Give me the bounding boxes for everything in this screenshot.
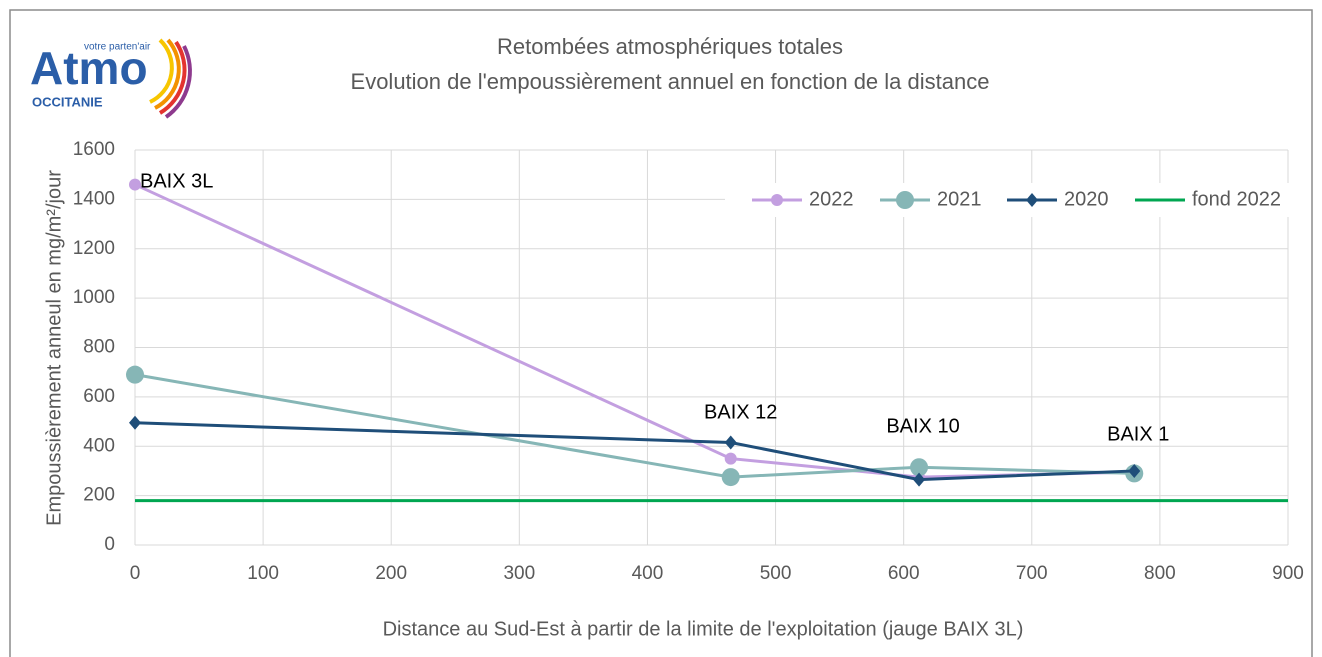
marker: [910, 458, 929, 477]
y-tick-label: 200: [83, 485, 115, 506]
logo-tagline: votre parten'air: [84, 42, 151, 53]
x-tick-label: 0: [130, 563, 141, 584]
y-tick-label: 1000: [73, 287, 115, 308]
x-tick-label: 700: [1016, 563, 1048, 584]
x-tick-label: 300: [503, 563, 535, 584]
x-tick-label: 900: [1272, 563, 1304, 584]
legend-marker: [1026, 193, 1038, 207]
logo: votre parten'air Atmo OCCITANIE: [30, 38, 192, 119]
series-line: [134, 421, 1135, 482]
point-label: BAIX 12: [704, 401, 777, 423]
x-tick-label: 600: [888, 563, 920, 584]
chart-subtitle: Evolution de l'empoussièrement annuel en…: [351, 69, 990, 94]
marker: [913, 472, 926, 487]
marker: [1128, 463, 1141, 478]
logo-arc: [158, 40, 187, 115]
marker: [129, 415, 141, 430]
x-axis-label: Distance au Sud-Est à partir de la limit…: [383, 618, 1024, 640]
y-tick-label: 1200: [73, 238, 115, 259]
marker: [721, 468, 740, 487]
legend-label: 2022: [809, 188, 854, 210]
logo-arc: [154, 38, 181, 110]
legend-label: 2020: [1064, 188, 1109, 210]
x-tick-label: 500: [760, 563, 792, 584]
legend-label: fond 2022: [1192, 188, 1281, 210]
marker: [129, 178, 141, 191]
x-tick-label: 200: [375, 563, 407, 584]
y-tick-label: 1600: [73, 139, 115, 160]
marker: [724, 435, 737, 450]
y-tick-label: 0: [104, 534, 115, 555]
point-label: BAIX 10: [886, 415, 959, 437]
logo-name: Atmo: [30, 42, 148, 94]
chart-frame: [9, 9, 1313, 657]
marker: [126, 365, 144, 384]
legend-marker: [771, 194, 783, 206]
logo-arc: [149, 38, 174, 104]
y-tick-label: 400: [83, 435, 115, 456]
legend-label: 2021: [937, 188, 982, 210]
x-tick-label: 800: [1144, 563, 1176, 584]
y-axis-label: Empoussièrement anneul en mg/m²/jour: [43, 170, 65, 526]
logo-arc: [164, 45, 192, 119]
chart-title: Retombées atmosphériques totales: [497, 34, 843, 59]
y-tick-label: 1400: [73, 188, 115, 209]
x-tick-label: 400: [632, 563, 664, 584]
series-line: [134, 373, 1135, 479]
legend-marker: [896, 191, 914, 209]
y-tick-label: 800: [83, 337, 115, 358]
legend: 2022 2021 2020 fond 2022: [725, 183, 1290, 217]
x-tick-label: 100: [247, 563, 279, 584]
point-label: BAIX 1: [1107, 423, 1169, 445]
logo-region: OCCITANIE: [32, 94, 103, 109]
point-label: BAIX 3L: [140, 170, 213, 192]
marker: [724, 452, 737, 465]
y-tick-label: 600: [83, 386, 115, 407]
